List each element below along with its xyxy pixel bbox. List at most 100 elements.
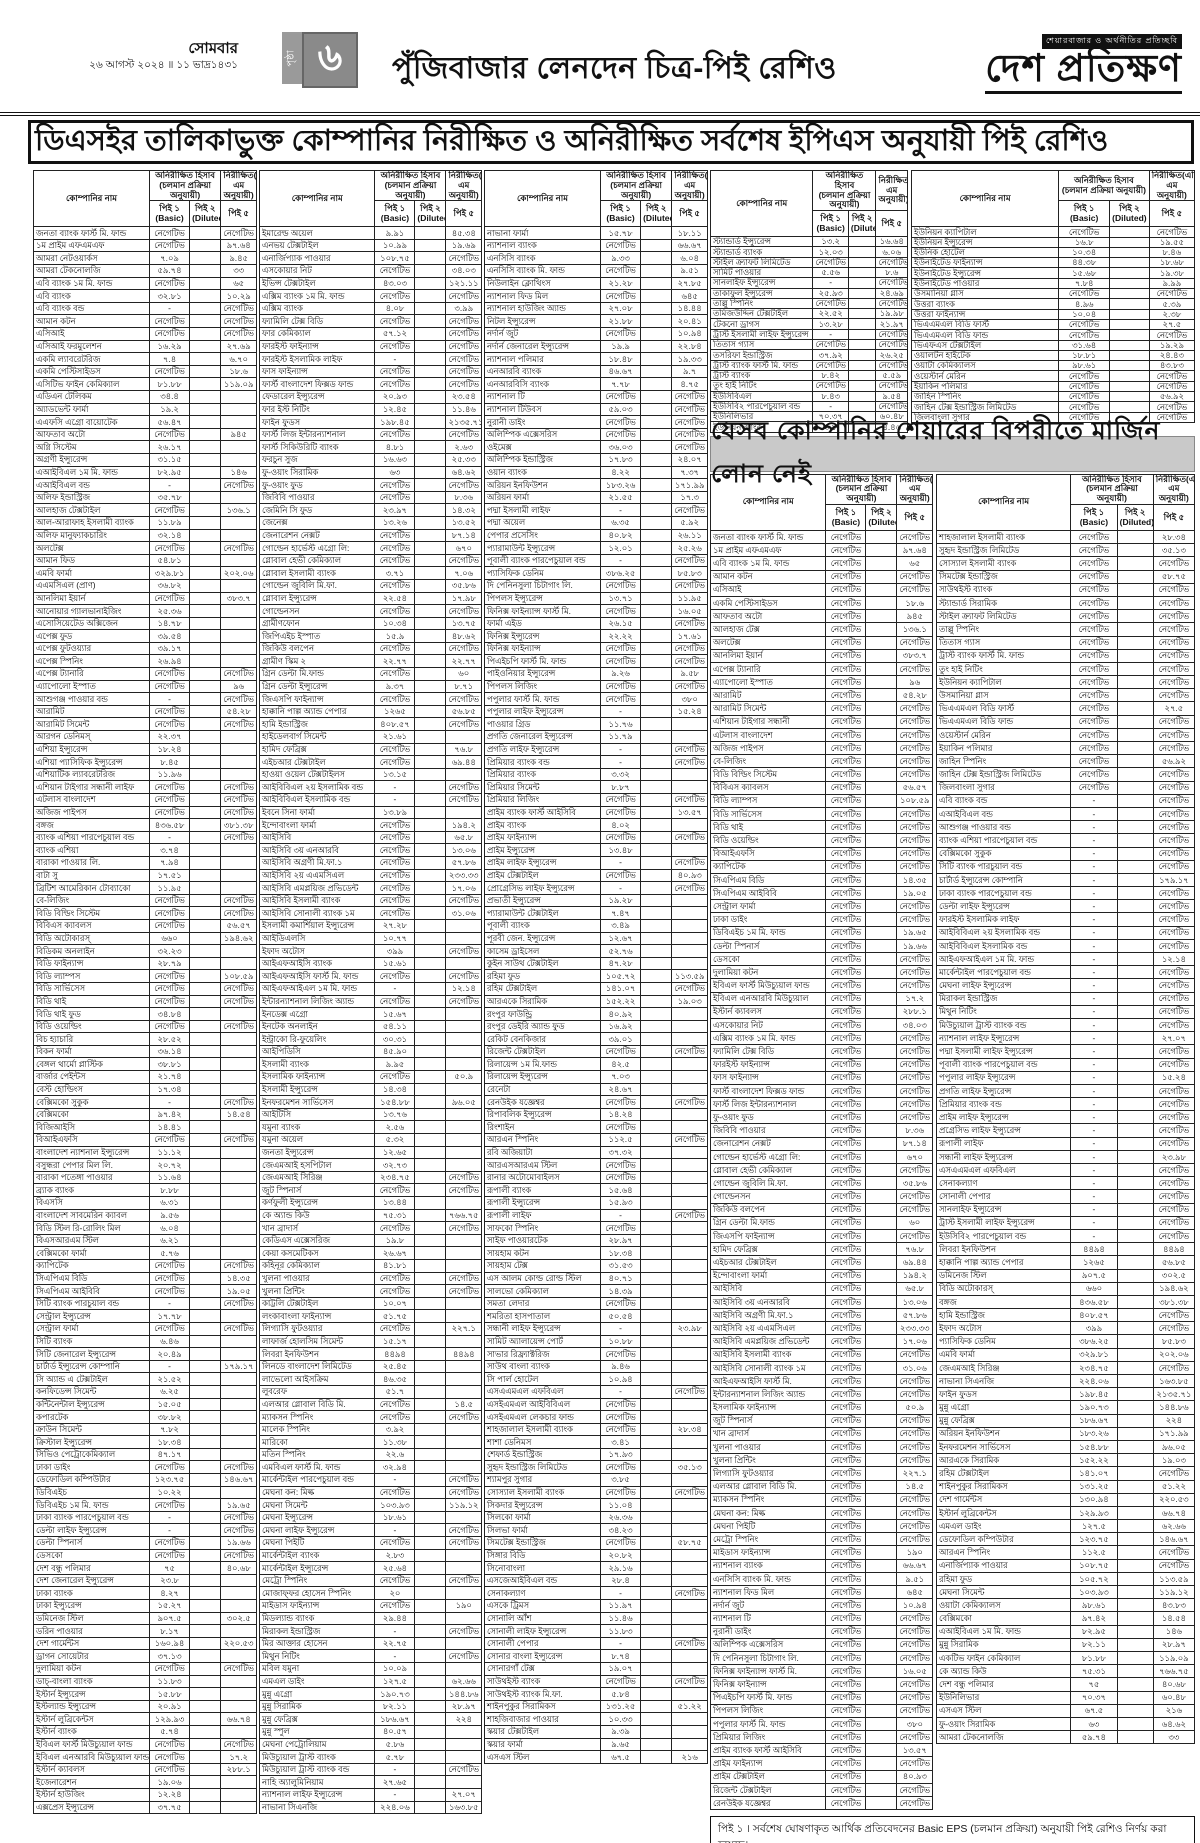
- company-name-cell: ইস্টার্ন লুব্রিকেন্টস: [935, 1505, 1072, 1521]
- pe2-cell: [1116, 1690, 1154, 1705]
- pe2-cell: [189, 1800, 222, 1815]
- table-row: ইনডেক্স এগ্রো ১৫.৬৭: [258, 1007, 482, 1021]
- company-name-cell: কেডিএস এক্সেসরিজ: [258, 1233, 376, 1248]
- company-name-cell: ইভিন্স টেক্সটাইল: [258, 276, 376, 291]
- pe2-cell: [189, 364, 222, 379]
- pe5-cell: ২৫.৩৩: [445, 453, 482, 467]
- pe1-cell: নেগেটিভ: [825, 1189, 867, 1204]
- pe1-cell: নেগেটিভ: [825, 1215, 867, 1230]
- pe2-cell: [189, 994, 222, 1009]
- pe1-cell: নেগেটিভ: [825, 661, 867, 677]
- company-name-cell: এআইবিএল বন্ড: [935, 806, 1072, 822]
- pe5-cell: ৬৯.৪৪: [445, 755, 482, 769]
- company-name-cell: ১ম প্রাইম এফএমএফ: [33, 238, 150, 253]
- pe1-cell: ১০.৮৮: [599, 1334, 642, 1349]
- pe1-cell: ২১.৫৫: [599, 490, 642, 505]
- pe2-cell: [1109, 360, 1150, 372]
- pe5-cell: নেগেটিভ: [445, 717, 482, 732]
- table-row: প্রাইম ফাইন্যান্স নেগেটিভ নেগেটিভ: [484, 830, 708, 845]
- company-name-cell: মেট্রো স্পিনিং: [709, 1532, 827, 1547]
- pe5-cell: নেগেটিভ: [445, 553, 482, 568]
- pe2-cell: [640, 679, 673, 694]
- pe1-cell: নেগেটিভ: [825, 622, 867, 637]
- company-name-cell: বিডিকম অনলাইন: [33, 944, 150, 958]
- table-row: আলহাজ টেক্সটাইল নেগেটিভ ১৩৬.১: [33, 503, 257, 517]
- pe5-cell: ১৩৬.১: [220, 503, 257, 517]
- pe5-cell: নেগেটিভ: [1152, 688, 1196, 703]
- pe2-cell: [1116, 1083, 1154, 1099]
- pe1-cell: নেগেটিভ: [374, 969, 416, 983]
- pe2-cell: [414, 641, 447, 656]
- pe5-cell: [671, 1246, 708, 1260]
- pe2-cell: [189, 1309, 222, 1323]
- table-row: বেক্সিমকো ৯৭.৪২ ১৪.৫৪: [33, 1107, 257, 1122]
- pe2-cell: [1109, 298, 1150, 310]
- pe5-cell: [220, 1145, 257, 1160]
- pe5-cell: [445, 1082, 482, 1097]
- pe5-cell: ৩৩: [220, 264, 257, 278]
- pe5-cell: নেগেটিভ: [445, 1762, 482, 1777]
- company-name-cell: জেনেক্স: [258, 515, 376, 530]
- pe1-cell: ৭.৪৭: [599, 906, 642, 920]
- table-row: অজিজ পাইপস নেগেটিভ নেগেটিভ: [33, 805, 257, 820]
- pe1-cell: নেগেটিভ: [825, 793, 867, 808]
- company-name-cell: চার্টার্ড ইন্স্যুরেন্স কোম্পানি: [935, 872, 1072, 888]
- pe1-cell: ৩.৭১: [374, 566, 416, 580]
- pe5-cell: ৮৭.১৪: [445, 528, 482, 543]
- company-name-cell: মেঘনা কন: মিল্ক: [709, 1505, 827, 1521]
- company-name-cell: পপুলার লাইফ ইন্স্যুরেন্স: [935, 1070, 1072, 1085]
- table-row: পপুলার ফার্স্ট মি. ফান্ড নেগেটিভ ৩৮০: [709, 1716, 933, 1732]
- pe5-cell: ২৭.৮৫: [671, 276, 708, 291]
- pe5-cell: ৬২.৬৬: [445, 1674, 482, 1689]
- pe1-cell: নেগেটিভ: [825, 1202, 867, 1217]
- pe5-cell: ৫০.৯: [445, 1070, 482, 1084]
- pe1-cell: নেগেটিভ: [825, 780, 867, 795]
- pe2-cell: [640, 818, 673, 832]
- pe5-cell: [671, 1724, 708, 1739]
- table-row: স্ট্যান্ডার্ড সিরামিক নেগেটিভ নেগেটিভ: [935, 595, 1196, 611]
- company-name-cell: ক্রিস্টাল ইন্স্যুরেন্স: [33, 1435, 150, 1449]
- pe2-cell: [640, 402, 673, 417]
- table-row: ফিনিক্স ফাইন্যান্স ফার্স্ট মি. নেগেটিভ ১৬.…: [709, 1664, 933, 1679]
- company-name-cell: মিথুন নিটিং: [935, 1004, 1072, 1019]
- table-row: পদ্মা অয়েল ৬.৩৫ ৫.৯২: [484, 515, 708, 530]
- table-row: একমি পেস্টিসাইডস নেগেটিভ ১৮.৬: [33, 364, 257, 379]
- pe1-cell: নেগেটিভ: [825, 1730, 867, 1745]
- pe5-cell: [445, 1145, 482, 1160]
- company-name-cell: খান ব্রাদার্স: [709, 1426, 827, 1441]
- pe2-cell: [189, 1032, 222, 1046]
- pe2-cell: [189, 390, 222, 404]
- table-row: অরিয়ন ফার্মা ২১.৫৫ ১৭.৩: [484, 490, 708, 505]
- company-name-cell: সিএপিএম আইবিবি: [33, 1284, 150, 1298]
- table-row: জাহিন স্পিনিং নেগেটিভ ৫৬.৯২: [910, 391, 1196, 403]
- pe5-cell: ২৬.১১: [671, 528, 708, 543]
- pe5-cell: নেগেটিভ: [671, 742, 708, 757]
- company-name-cell: টেকনো ড্রাগস: [709, 318, 814, 330]
- company-name-cell: সাফকো স্পিনিং: [484, 1221, 601, 1235]
- pe1-cell: নেগেটিভ: [374, 1271, 416, 1286]
- pe5-cell: [220, 1208, 257, 1223]
- pe1-cell: ৩.৪৯: [599, 918, 642, 933]
- pe1-cell: ১৮৬.৬৭: [374, 1712, 416, 1726]
- table-row: স্ট্যান্ডার্ড ব্যাংক ১২.০৩ ৬.০৬: [709, 246, 908, 258]
- pe1-cell: ১২.৬৭: [599, 931, 642, 946]
- pe5-cell: ৩৮৩.৭: [896, 648, 933, 663]
- pe5-cell: [671, 956, 708, 971]
- pe1-cell: নেগেটিভ: [374, 1573, 416, 1588]
- table-row: ট্রাস্ট ব্যাংক ৮.৪২ ৫.৫৯: [709, 369, 908, 382]
- pe1-cell: নেগেটিভ: [148, 1133, 191, 1147]
- table-row: পিপলস ইন্স্যুরেন্স ১৩.৭১ ১১.৯৫: [484, 591, 708, 606]
- pe5-cell: নেগেটিভ: [445, 1649, 482, 1663]
- pe1-cell: নেগেটিভ: [825, 1294, 867, 1310]
- audited-group-header: নিরীক্ষিত(এজি এম অনুযায়ী): [445, 169, 482, 202]
- pe1-header: পিই ১ (Basic): [374, 200, 416, 228]
- pe5-cell: নেগেটিভ: [896, 1782, 933, 1798]
- company-name-cell: জিকিউ বলপেন: [258, 641, 376, 656]
- pe5-cell: নেগেটিভ: [1152, 648, 1196, 663]
- table-row: আনলিমা ইয়ার্ন নেগেটিভ ৩৮৩.৭: [33, 591, 257, 606]
- pe1-cell: ৪৪৯৪: [374, 1347, 416, 1361]
- table-row: জিলবাংলা সুগার নেগেটিভ নেগেটিভ: [910, 411, 1196, 423]
- table-row: গ্রিন ডেল্টা মি.ফান্ড নেগেটিভ ৬০: [258, 667, 482, 681]
- pe5-cell: ১১৯.১২: [1152, 1584, 1196, 1600]
- pe2-cell: [414, 1070, 447, 1084]
